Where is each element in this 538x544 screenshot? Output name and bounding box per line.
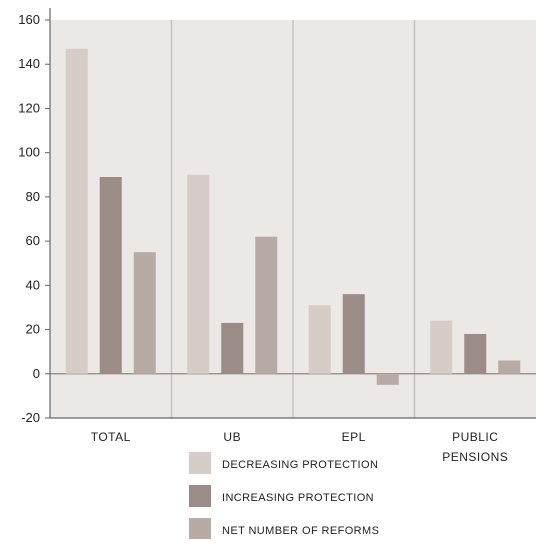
bar-ub-decreasing-protection: [187, 174, 210, 374]
y-tick-label: 60: [26, 233, 40, 248]
bar-epl-net-number-of-reforms: [376, 373, 399, 385]
legend-label: DECREASING PROTECTION: [222, 459, 378, 471]
bar-total-net-number-of-reforms: [133, 252, 156, 374]
category-label: PENSIONS: [442, 450, 508, 464]
grid-lines: [50, 20, 536, 418]
y-tick-label: 40: [26, 277, 40, 292]
y-tick-label: 100: [18, 145, 40, 160]
bar-public-pensions-net-number-of-reforms: [498, 360, 521, 374]
y-tick-label: 0: [33, 366, 40, 381]
y-tick-label: 120: [18, 100, 40, 115]
axes: [49, 8, 536, 419]
y-axis-ticks: -20 0 20 40 60 80 100 120 140 160: [18, 12, 50, 425]
bar-ub-increasing-protection: [221, 322, 244, 374]
y-tick-label: 80: [26, 189, 40, 204]
x-axis-categories: TOTAL UB EPL PUBLIC PENSIONS: [91, 430, 508, 464]
legend-swatch: [189, 485, 211, 507]
bar-total-increasing-protection: [99, 176, 122, 374]
bar-public-pensions-increasing-protection: [464, 333, 487, 374]
category-label: UB: [223, 430, 241, 444]
y-tick-label: 20: [26, 322, 40, 337]
y-tick-label: -20: [21, 410, 40, 425]
y-tick-label: 140: [18, 56, 40, 71]
bar-epl-decreasing-protection: [308, 305, 331, 374]
bar-epl-increasing-protection: [342, 294, 365, 374]
legend-swatch: [189, 518, 211, 540]
bars: [65, 48, 521, 385]
category-label: TOTAL: [91, 430, 131, 444]
legend-label: INCREASING PROTECTION: [222, 492, 374, 504]
y-tick-label: 160: [18, 12, 40, 27]
bar-public-pensions-decreasing-protection: [430, 320, 453, 374]
category-label: PUBLIC: [452, 430, 498, 444]
legend-label: NET NUMBER OF REFORMS: [222, 525, 379, 537]
legend: DECREASING PROTECTION INCREASING PROTECTI…: [189, 452, 379, 540]
bar-ub-net-number-of-reforms: [255, 236, 278, 374]
bar-total-decreasing-protection: [65, 48, 88, 374]
category-label: EPL: [342, 430, 366, 444]
legend-swatch: [189, 452, 211, 474]
